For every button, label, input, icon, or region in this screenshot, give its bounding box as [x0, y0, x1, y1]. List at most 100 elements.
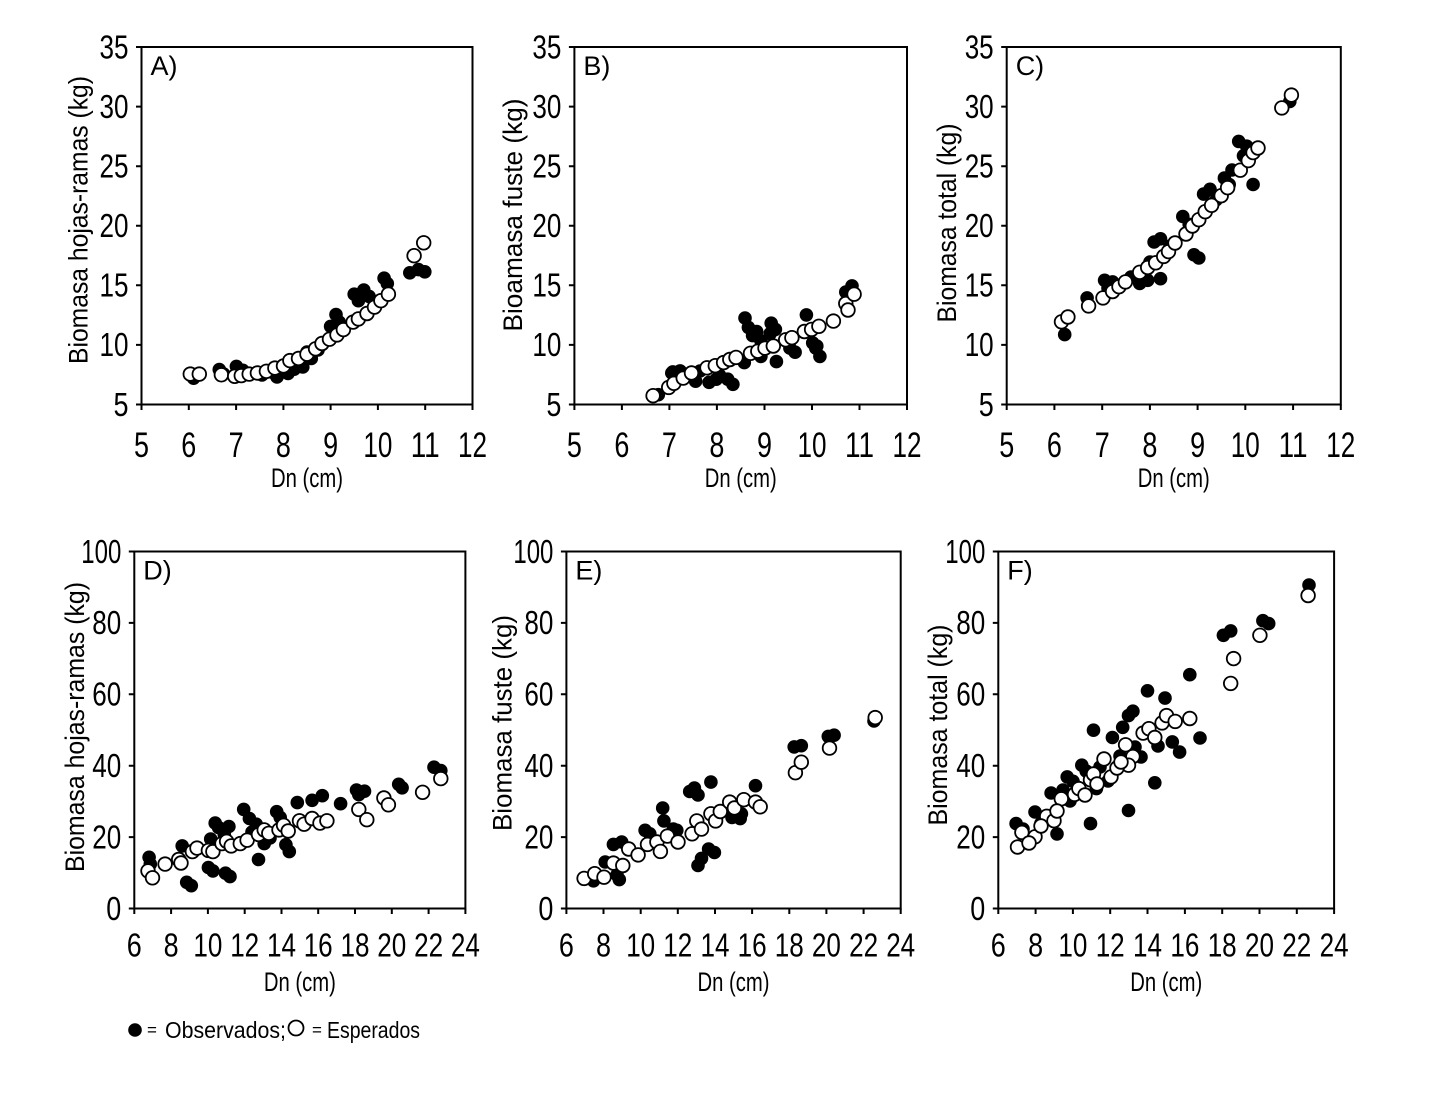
svg-text:60: 60 — [524, 676, 553, 713]
svg-text:D): D) — [143, 556, 172, 586]
svg-text:5: 5 — [999, 425, 1014, 465]
svg-text:0: 0 — [538, 890, 553, 927]
svg-text:40: 40 — [92, 747, 121, 784]
svg-text:12: 12 — [893, 425, 922, 465]
svg-text:Dn (cm): Dn (cm) — [705, 463, 777, 493]
svg-text:8: 8 — [276, 425, 291, 465]
svg-text:16: 16 — [738, 927, 767, 964]
svg-text:9: 9 — [757, 425, 772, 465]
svg-text:6: 6 — [1047, 425, 1062, 465]
svg-text:9: 9 — [323, 425, 338, 465]
svg-text:10: 10 — [363, 425, 392, 465]
svg-text:18: 18 — [1208, 927, 1237, 964]
svg-text:=: = — [312, 1021, 322, 1040]
svg-text:Dn (cm): Dn (cm) — [264, 967, 336, 997]
svg-text:35: 35 — [100, 28, 129, 65]
svg-text:Dn (cm): Dn (cm) — [271, 463, 343, 493]
svg-text:35: 35 — [532, 28, 561, 65]
svg-text:5: 5 — [567, 425, 582, 465]
svg-text:100: 100 — [81, 533, 121, 570]
svg-text:15: 15 — [100, 267, 129, 304]
svg-text:22: 22 — [1282, 927, 1311, 964]
svg-text:10: 10 — [798, 425, 827, 465]
svg-text:10: 10 — [100, 326, 129, 363]
svg-text:C): C) — [1016, 51, 1044, 81]
svg-text:100: 100 — [513, 533, 553, 570]
svg-text:18: 18 — [775, 927, 804, 964]
svg-text:Bioamasa fuste (kg): Bioamasa fuste (kg) — [498, 99, 528, 332]
svg-text:20: 20 — [1245, 927, 1274, 964]
svg-text:20: 20 — [100, 207, 129, 244]
svg-text:11: 11 — [411, 425, 440, 465]
svg-text:9: 9 — [1190, 425, 1205, 465]
svg-text:6: 6 — [127, 927, 142, 964]
svg-text:25: 25 — [965, 148, 994, 185]
svg-text:Dn (cm): Dn (cm) — [698, 967, 770, 997]
svg-text:10: 10 — [1058, 927, 1087, 964]
svg-text:60: 60 — [92, 676, 121, 713]
svg-text:A): A) — [151, 51, 178, 81]
svg-text:7: 7 — [662, 425, 677, 465]
svg-text:24: 24 — [1320, 927, 1349, 964]
svg-text:Biomasa total (kg): Biomasa total (kg) — [923, 625, 953, 826]
svg-text:24: 24 — [886, 927, 915, 964]
svg-text:20: 20 — [92, 818, 121, 855]
svg-text:30: 30 — [100, 88, 129, 125]
svg-text:16: 16 — [304, 927, 333, 964]
svg-text:8: 8 — [596, 927, 611, 964]
svg-text:0: 0 — [106, 890, 121, 927]
svg-text:40: 40 — [524, 747, 553, 784]
svg-text:80: 80 — [524, 604, 553, 641]
svg-text:6: 6 — [614, 425, 629, 465]
svg-text:8: 8 — [1028, 927, 1043, 964]
svg-text:6: 6 — [559, 927, 574, 964]
svg-text:20: 20 — [965, 207, 994, 244]
svg-text:100: 100 — [945, 533, 985, 570]
svg-text:15: 15 — [965, 267, 994, 304]
svg-text:Esperados: Esperados — [327, 1017, 420, 1043]
svg-text:10: 10 — [965, 326, 994, 363]
svg-text:12: 12 — [1326, 425, 1355, 465]
svg-text:Observados;: Observados; — [165, 1017, 286, 1043]
svg-text:Biomasa fuste (kg): Biomasa fuste (kg) — [488, 615, 518, 831]
svg-text:11: 11 — [845, 425, 874, 465]
svg-text:25: 25 — [100, 148, 129, 185]
svg-text:20: 20 — [524, 818, 553, 855]
svg-text:Dn (cm): Dn (cm) — [1138, 463, 1210, 493]
svg-text:11: 11 — [1279, 425, 1308, 465]
svg-text:18: 18 — [341, 927, 370, 964]
svg-text:30: 30 — [532, 88, 561, 125]
svg-text:20: 20 — [956, 818, 985, 855]
svg-text:5: 5 — [114, 386, 129, 423]
svg-text:8: 8 — [164, 927, 179, 964]
svg-text:12: 12 — [458, 425, 487, 465]
svg-text:20: 20 — [377, 927, 406, 964]
svg-text:30: 30 — [965, 88, 994, 125]
svg-text:10: 10 — [1231, 425, 1260, 465]
svg-text:Dn (cm): Dn (cm) — [1130, 967, 1202, 997]
svg-text:12: 12 — [230, 927, 259, 964]
svg-text:12: 12 — [1096, 927, 1125, 964]
svg-text:F): F) — [1007, 556, 1032, 586]
svg-text:25: 25 — [532, 148, 561, 185]
svg-text:10: 10 — [532, 326, 561, 363]
svg-text:7: 7 — [1095, 425, 1110, 465]
svg-text:60: 60 — [956, 676, 985, 713]
svg-text:40: 40 — [956, 747, 985, 784]
svg-text:5: 5 — [546, 386, 561, 423]
svg-text:20: 20 — [812, 927, 841, 964]
svg-text:14: 14 — [1133, 927, 1162, 964]
svg-text:6: 6 — [181, 425, 196, 465]
svg-text:15: 15 — [532, 267, 561, 304]
svg-text:=: = — [147, 1021, 157, 1040]
svg-text:E): E) — [575, 556, 602, 586]
svg-text:80: 80 — [956, 604, 985, 641]
svg-text:16: 16 — [1170, 927, 1199, 964]
svg-text:8: 8 — [709, 425, 724, 465]
svg-text:7: 7 — [229, 425, 244, 465]
svg-text:22: 22 — [414, 927, 443, 964]
svg-text:10: 10 — [193, 927, 222, 964]
svg-text:5: 5 — [134, 425, 149, 465]
svg-text:Biomasa hojas-ramas (kg): Biomasa hojas-ramas (kg) — [64, 76, 94, 364]
svg-text:Biomasa total (kg): Biomasa total (kg) — [932, 124, 962, 323]
